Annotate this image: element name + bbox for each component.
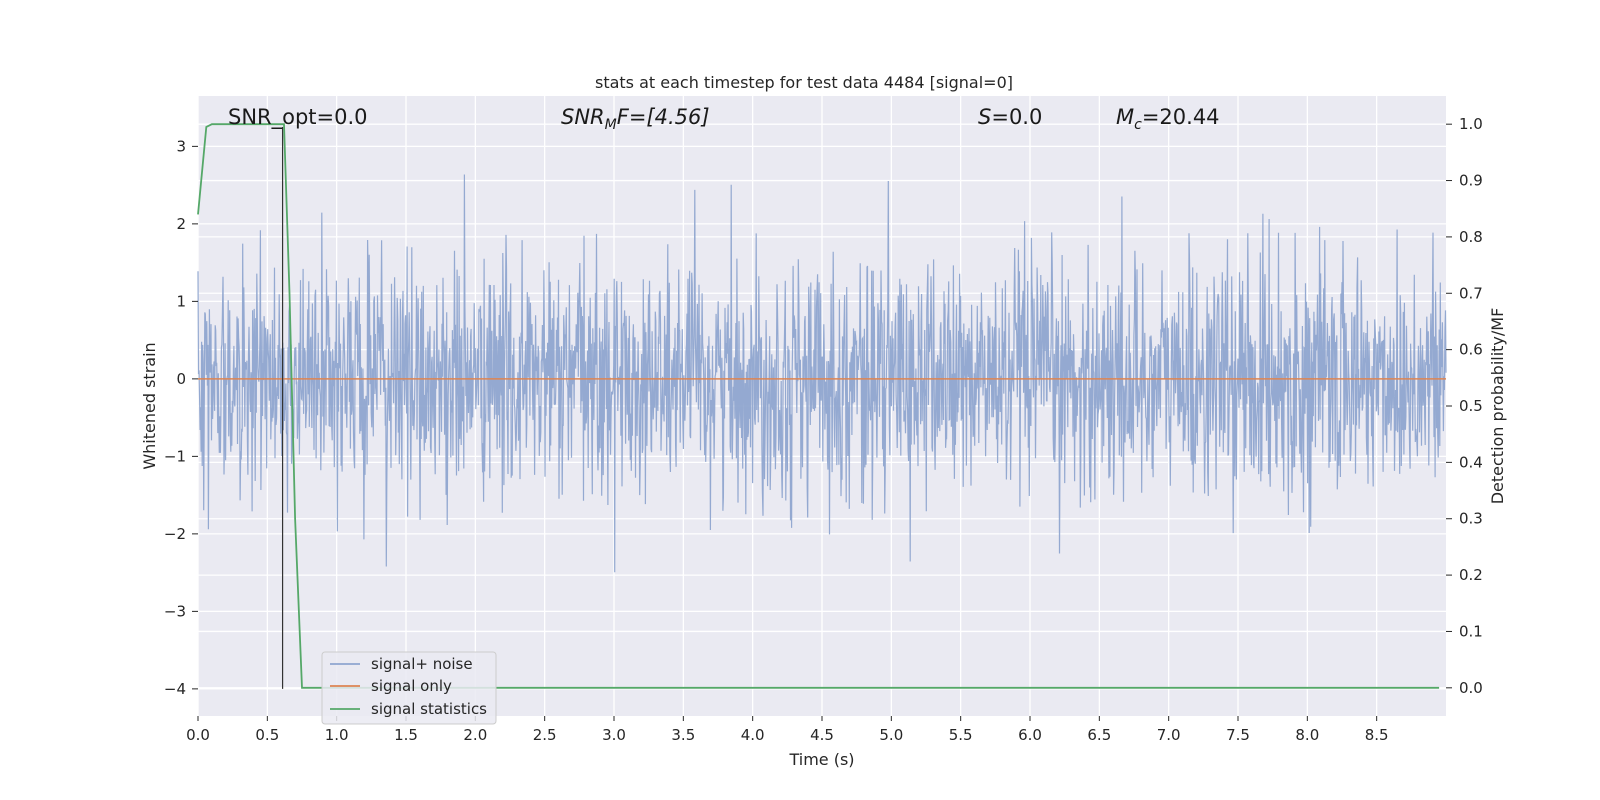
y-axis-ticks: 3 2 1 0 −1 −2 −3 −4 <box>164 137 198 698</box>
legend-box <box>321 651 497 725</box>
y2-tick-label: 0.3 <box>1459 510 1483 528</box>
y-tick-label: 0 <box>176 370 186 388</box>
y2-axis-label: Detection probability/MF <box>1488 308 1507 505</box>
x-tick-label: 2.0 <box>463 726 487 744</box>
annotation-mc-symbol: M <box>1116 105 1134 129</box>
annotation-mc-subscript: c <box>1134 117 1142 133</box>
y2-tick-label: 0.6 <box>1459 341 1483 359</box>
annotation-snr-mf-value: F=[4.56] <box>617 105 710 129</box>
x-tick-label: 6.5 <box>1087 726 1111 744</box>
y2-tick-label: 0.8 <box>1459 228 1483 246</box>
x-axis-label: Time (s) <box>788 750 854 769</box>
x-axis-ticks: 0.0 0.5 1.0 1.5 2.0 2.5 3.0 3.5 4.0 4.5 5.0 5.5 6.0 6… <box>186 716 1389 744</box>
x-tick-label: 5.0 <box>879 726 903 744</box>
x-tick-label: 8.5 <box>1365 726 1389 744</box>
signal-noise-line <box>197 174 1447 573</box>
annotation-s: S=0.0 <box>978 105 1042 129</box>
y2-tick-label: 0.9 <box>1459 172 1483 190</box>
annotation-s-value: =0.0 <box>991 105 1042 129</box>
legend-label-signal-statistics: signal statistics <box>371 700 487 718</box>
x-tick-label: 3.0 <box>602 726 626 744</box>
x-tick-label: 2.5 <box>533 726 557 744</box>
annotation-snr-mf-symbol: SNR <box>561 105 605 129</box>
annotation-mc-value: =20.44 <box>1142 105 1220 129</box>
legend-label-signal-only: signal only <box>371 677 452 695</box>
x-tick-label: 3.5 <box>671 726 695 744</box>
x-tick-label: 4.5 <box>810 726 834 744</box>
annotation-mc: Mc=20.44 <box>1116 105 1220 133</box>
y2-tick-label: 0.2 <box>1459 566 1483 584</box>
annotation-snr-mf: SNRMF=[4.56] <box>561 105 710 133</box>
x-tick-label: 7.5 <box>1226 726 1250 744</box>
y2-tick-label: 0.7 <box>1459 284 1483 302</box>
y-tick-label: 3 <box>176 137 186 155</box>
y2-axis-ticks: 1.0 0.9 0.8 0.7 0.6 0.5 0.4 0.3 0.2 0.1 0.0 <box>1446 115 1483 697</box>
x-tick-label: 5.5 <box>949 726 973 744</box>
x-tick-label: 7.0 <box>1157 726 1181 744</box>
annotation-snr-opt: SNR_opt=0.0 <box>228 105 368 130</box>
x-tick-label: 1.5 <box>394 726 418 744</box>
legend: signal+ noise signal only signal statist… <box>321 651 497 725</box>
legend-label-signal-noise: signal+ noise <box>371 655 473 673</box>
y-axis-label: Whitened strain <box>140 342 159 469</box>
signal-statistics-line <box>197 123 1440 689</box>
y-tick-label: −3 <box>164 602 186 620</box>
y-tick-label: −1 <box>164 447 186 465</box>
annotation-snr-mf-subscript: M <box>605 117 617 133</box>
x-tick-label: 4.0 <box>741 726 765 744</box>
y2-tick-label: 0.0 <box>1459 679 1483 697</box>
y-tick-label: 2 <box>176 215 186 233</box>
signal-statistics-series <box>197 123 1440 689</box>
y2-tick-label: 0.4 <box>1459 453 1483 471</box>
y-tick-label: −4 <box>164 680 186 698</box>
x-tick-label: 0.5 <box>255 726 279 744</box>
x-tick-label: 0.0 <box>186 726 210 744</box>
x-tick-label: 8.0 <box>1295 726 1319 744</box>
chart-title: stats at each timestep for test data 448… <box>595 73 1013 92</box>
signal-noise-series <box>197 174 1447 573</box>
y2-tick-label: 0.5 <box>1459 397 1483 415</box>
annotation-s-symbol: S <box>978 105 991 129</box>
y-tick-label: 1 <box>176 292 186 310</box>
y-tick-label: −2 <box>164 525 186 543</box>
y2-tick-label: 0.1 <box>1459 622 1483 640</box>
x-tick-label: 1.0 <box>325 726 349 744</box>
x-tick-label: 6.0 <box>1018 726 1042 744</box>
y2-tick-label: 1.0 <box>1459 115 1483 133</box>
